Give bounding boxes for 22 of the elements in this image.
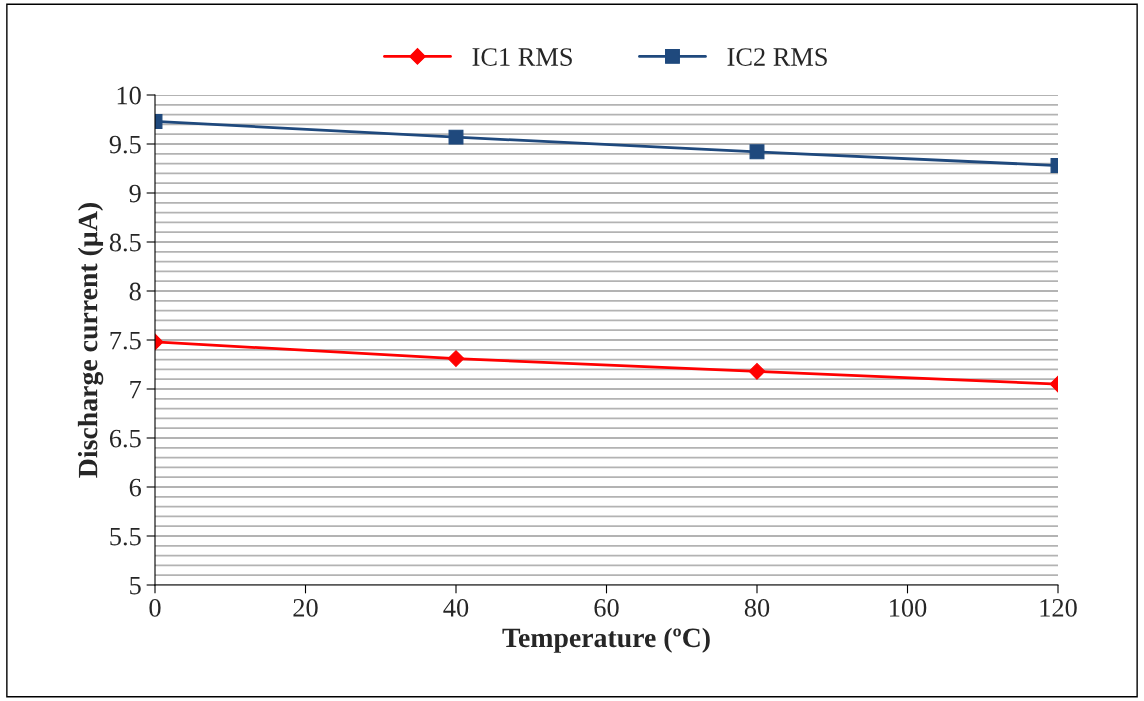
x-axis-title: Temperature (ºC)	[502, 627, 710, 653]
y-tick-label: 9	[129, 184, 141, 203]
x-tick-label: 20	[293, 598, 318, 617]
x-tick-label: 100	[890, 598, 927, 617]
y-tick-label: 7.5	[110, 331, 141, 350]
y-tick-label: 6.5	[109, 429, 141, 448]
y-tick-label: 5	[130, 576, 141, 595]
y-axis-title: Discharge current (µA)	[77, 203, 104, 478]
y-tick-label: 8	[129, 282, 141, 301]
y-tick-label: 7	[130, 380, 142, 399]
x-tick-label: 40	[443, 598, 469, 617]
y-tick-label: 5.5	[110, 527, 141, 546]
x-tick-label: 120	[1040, 598, 1077, 617]
x-tick-label: 80	[744, 598, 770, 617]
x-tick-label: 0	[149, 598, 161, 617]
x-tick-label: 60	[594, 598, 619, 617]
y-tick-label: 10	[117, 86, 141, 105]
legend-label: IC2 RMS	[727, 48, 827, 66]
y-tick-label: 6	[129, 478, 142, 497]
legend-label: IC1 RMS	[472, 48, 572, 66]
y-tick-label: 8.5	[109, 233, 141, 252]
y-tick-label: 9.5	[109, 135, 141, 154]
